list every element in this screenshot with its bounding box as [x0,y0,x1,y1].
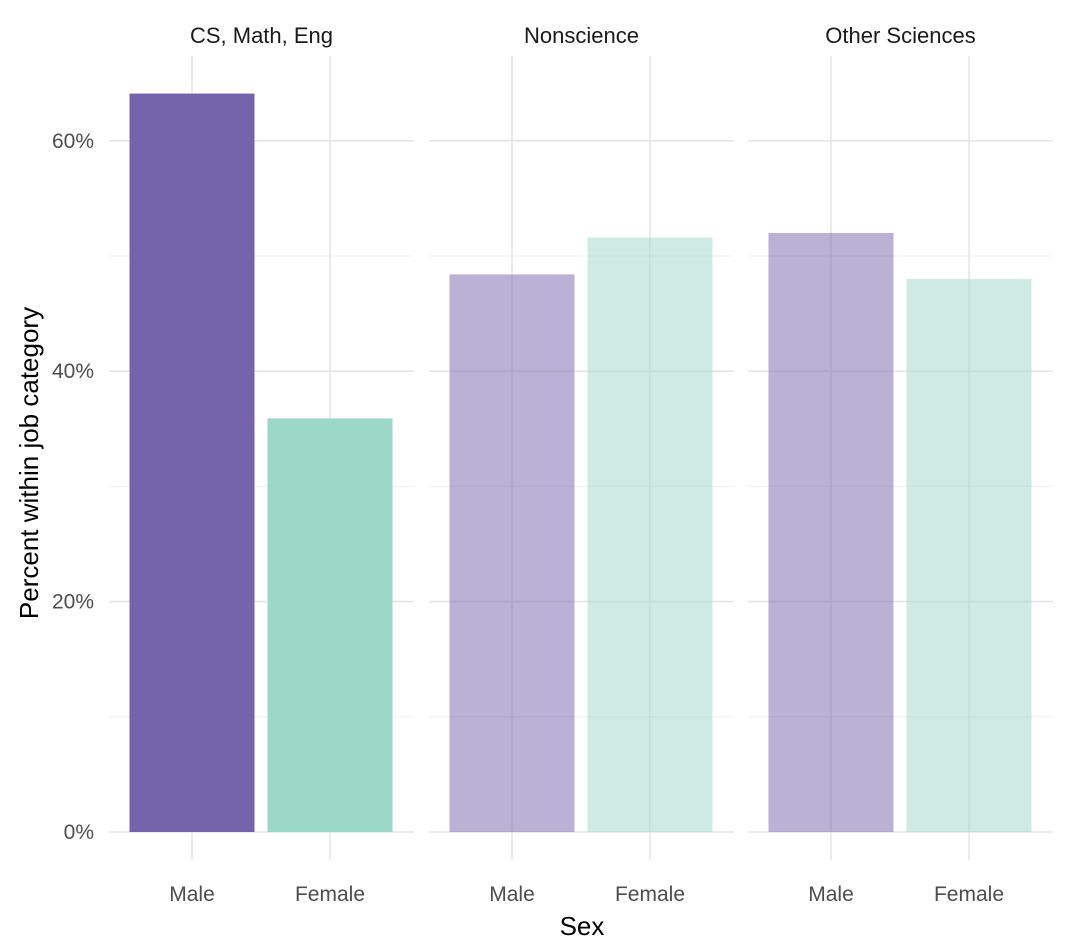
x-tick-label: Female [295,883,365,906]
bar-female [587,237,713,832]
x-tick-label: Female [615,883,685,906]
y-tick-label: 20% [52,591,94,614]
y-tick-label: 40% [52,360,94,383]
chart-panels: Male Female CS, Math, Eng Male Female Nonscie… [109,23,1053,906]
y-tick-label: 60% [52,130,94,153]
y-axis-title: Percent within job category [14,307,44,619]
facet-title: Nonscience [524,23,639,48]
bar-male [768,232,894,832]
y-axis: 0% 20% 40% 60% [52,130,94,844]
x-tick-label: Male [169,883,215,906]
y-tick-label: 0% [64,821,94,844]
facet-title: CS, Math, Eng [190,23,333,48]
x-axis-title: Sex [560,911,605,941]
bar-female [267,418,393,832]
facet-title: Other Sciences [825,23,975,48]
x-tick-label: Male [808,883,854,906]
panel-1: Male Female CS, Math, Eng [109,23,414,906]
x-tick-label: Female [934,883,1004,906]
panel-2: Male Female Nonscience [429,23,734,906]
bar-male [449,274,575,832]
panel-3: Male Female Other Sciences [748,23,1053,906]
x-tick-label: Male [489,883,535,906]
bar-male [129,93,255,833]
bar-female [906,279,1032,832]
